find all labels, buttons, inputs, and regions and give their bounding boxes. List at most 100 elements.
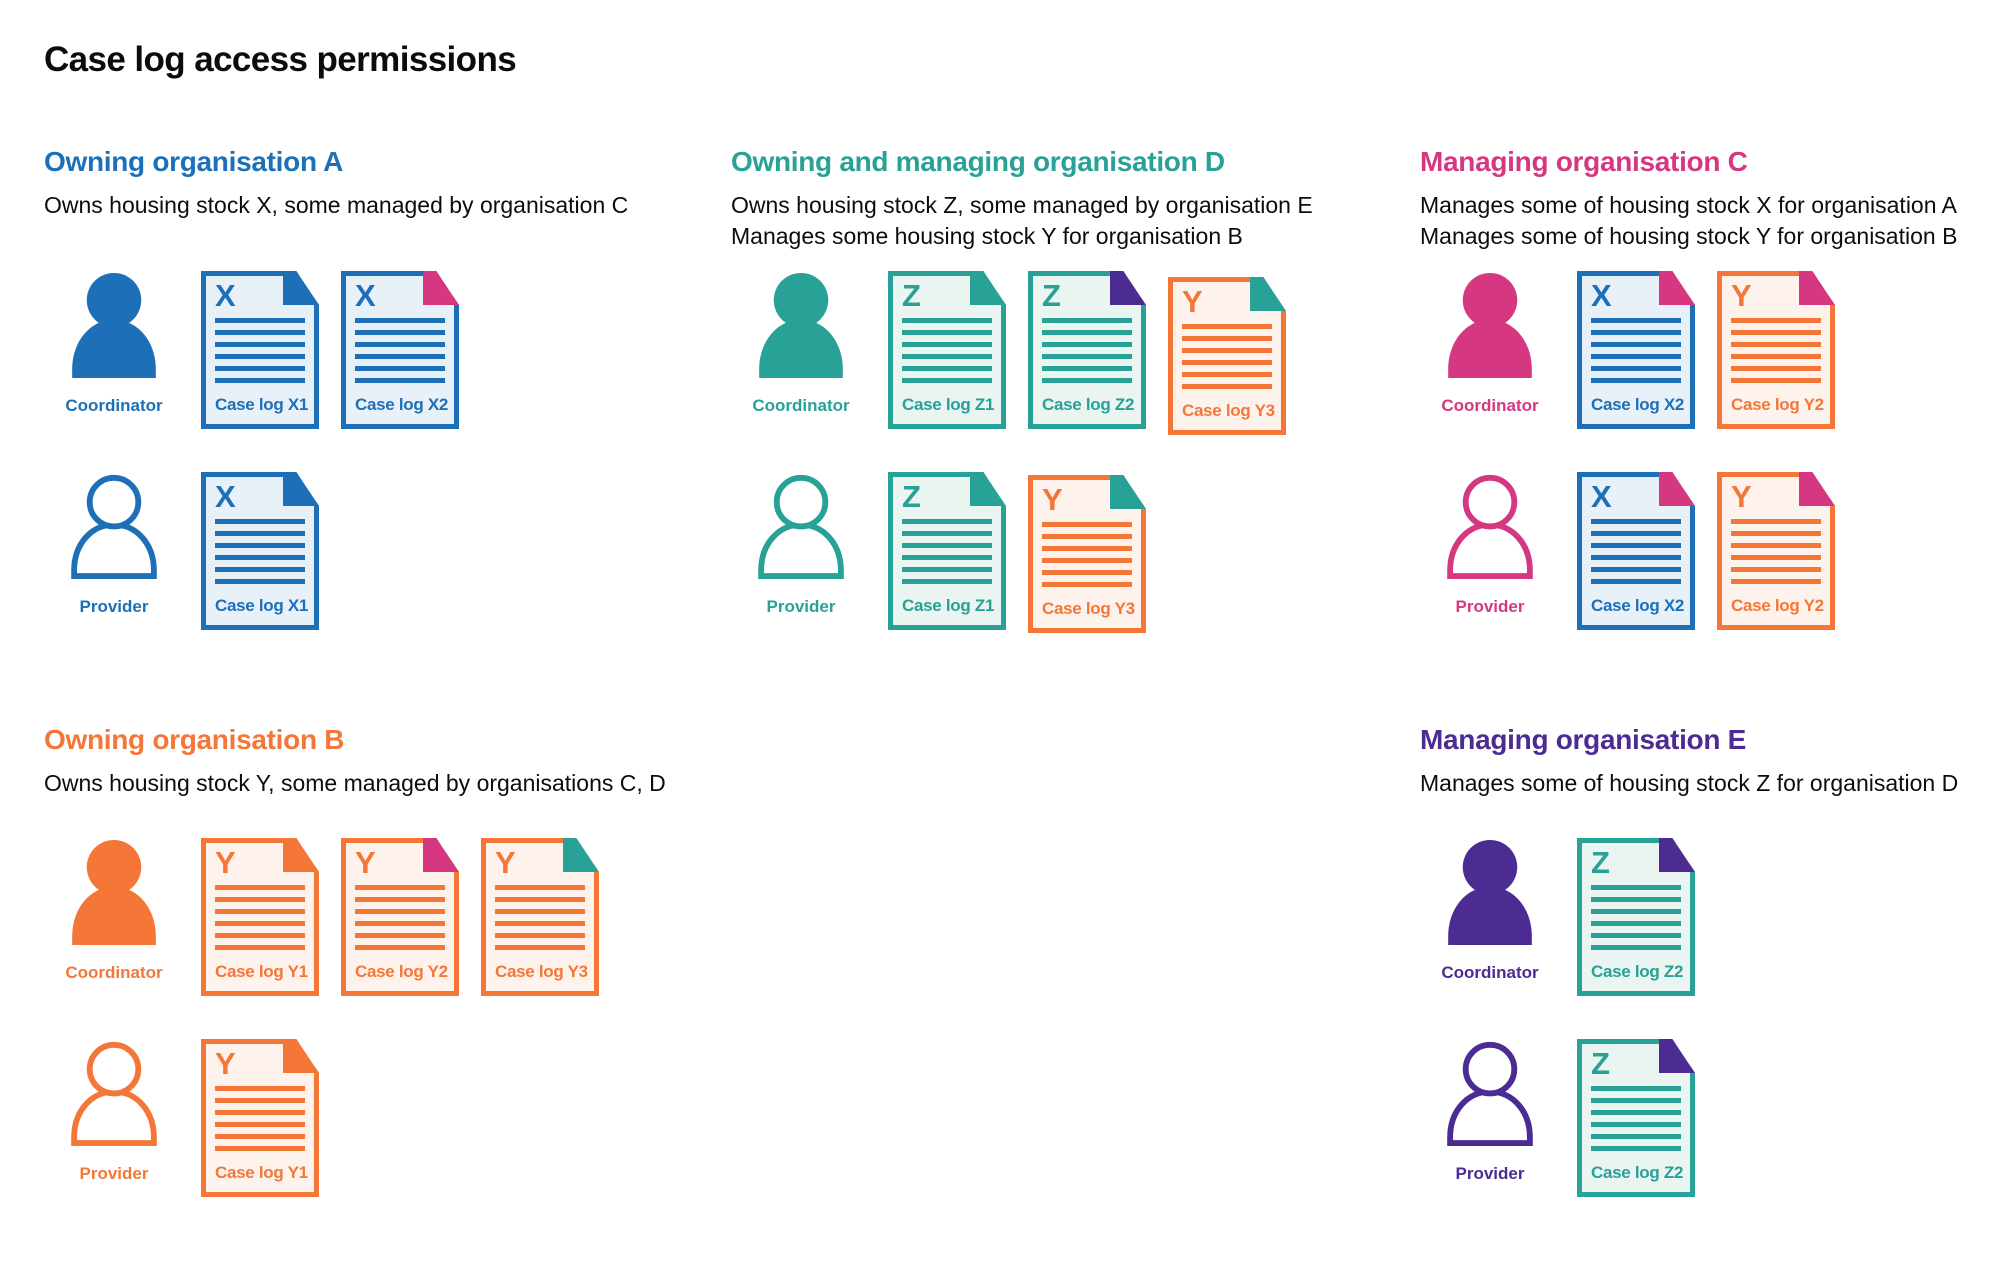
case-log-document: X Case log X1 (201, 271, 319, 429)
doc-stock-letter: Y (495, 845, 516, 880)
person-block: Coordinator (44, 271, 184, 416)
case-log-document: X Case log X2 (1577, 271, 1695, 429)
person-block: Coordinator (44, 838, 184, 983)
section-owning-and-managing-organisation-d: Owning and managing organisation D Owns … (731, 146, 1391, 633)
document-text-lines (1591, 1086, 1681, 1158)
document-text-lines (215, 519, 305, 591)
case-log-label: Case log X2 (1591, 596, 1685, 615)
person-role-label: Coordinator (1441, 963, 1539, 982)
coordinator-row: Coordinator Z Case log Z2 (1420, 838, 1695, 996)
document-text-lines (1042, 318, 1132, 390)
section-description-line: Manages some of housing stock X for orga… (1420, 192, 1957, 219)
section-description: Owns housing stock Z, some managed by or… (731, 190, 1391, 252)
person-block: Coordinator (1420, 838, 1560, 983)
doc-stock-letter: X (355, 278, 376, 313)
document-text-lines (1042, 522, 1132, 594)
coordinator-person-icon (72, 839, 156, 945)
section-description: Manages some of housing stock X for orga… (1420, 190, 2000, 252)
doc-stock-letter: Z (902, 278, 921, 313)
document-text-lines (1182, 324, 1272, 396)
case-log-document: Y Case log Y2 (341, 838, 459, 996)
case-log-label: Case log Z1 (902, 596, 995, 615)
person-block: Coordinator (731, 271, 871, 416)
person-role-label: Coordinator (752, 396, 850, 415)
section-heading: Managing organisation E (1420, 724, 1747, 755)
doc-stock-letter: Y (355, 845, 376, 880)
document-text-lines (902, 318, 992, 390)
case-log-document: Z Case log Z1 (888, 472, 1006, 630)
section-description-line: Manages some of housing stock Z for orga… (1420, 770, 1959, 797)
document-text-lines (355, 885, 445, 957)
section-heading: Owning organisation A (44, 146, 344, 177)
person-role-label: Provider (1455, 1164, 1525, 1183)
case-log-label: Case log Y2 (355, 962, 448, 981)
provider-row: Provider Z Case log Z1 Y Case log Y3 (731, 472, 1146, 633)
person-block: Provider (1420, 1039, 1560, 1184)
case-log-label: Case log Y2 (1731, 395, 1824, 414)
section-description-line: Owns housing stock Y, some managed by or… (44, 770, 666, 797)
doc-stock-letter: X (215, 278, 236, 313)
document-text-lines (495, 885, 585, 957)
person-block: Provider (731, 472, 871, 617)
section-heading: Owning and managing organisation D (731, 146, 1225, 177)
provider-row: Provider X Case log X2 Y Case log Y2 (1420, 472, 1835, 630)
doc-stock-letter: Y (1731, 278, 1752, 313)
case-log-label: Case log Y1 (215, 962, 308, 981)
case-log-label: Case log X2 (355, 395, 449, 414)
section-managing-organisation-c: Managing organisation C Manages some of … (1420, 147, 2000, 630)
coordinator-row: Coordinator X Case log X2 Y Case log Y2 (1420, 271, 1835, 429)
doc-stock-letter: X (215, 479, 236, 514)
section-description-line: Manages some of housing stock Y for orga… (1420, 223, 1958, 250)
coordinator-person-icon (1448, 272, 1532, 378)
case-log-label: Case log Y2 (1731, 596, 1824, 615)
coordinator-person-icon (1448, 839, 1532, 945)
doc-stock-letter: X (1591, 479, 1612, 514)
doc-stock-letter: Y (215, 845, 236, 880)
case-log-label: Case log Y3 (1042, 599, 1135, 618)
document-text-lines (902, 519, 992, 591)
document-text-lines (1731, 318, 1821, 390)
document-text-lines (1591, 519, 1681, 591)
person-block: Provider (44, 1039, 184, 1184)
document-text-lines (1731, 519, 1821, 591)
case-log-document: Z Case log Z2 (1577, 838, 1695, 996)
provider-person-icon (758, 474, 844, 579)
section-heading: Owning organisation B (44, 724, 345, 755)
provider-person-icon (71, 474, 157, 579)
doc-stock-letter: Y (1042, 482, 1063, 517)
provider-row: Provider Z Case log Z2 (1420, 1039, 1695, 1197)
case-log-document: Y Case log Y3 (481, 838, 599, 996)
section-owning-organisation-b: Owning organisation B Owns housing stock… (44, 724, 704, 1197)
case-log-document: Y Case log Y2 (1717, 472, 1835, 630)
document-text-lines (215, 885, 305, 957)
section-managing-organisation-e: Managing organisation E Manages some of … (1420, 724, 2000, 1197)
section-description-line: Owns housing stock X, some managed by or… (44, 192, 629, 219)
person-role-label: Provider (79, 597, 149, 616)
provider-person-icon (71, 1041, 157, 1146)
doc-stock-letter: Z (1591, 1046, 1610, 1081)
doc-stock-letter: Z (902, 479, 921, 514)
case-log-document: Z Case log Z2 (1577, 1039, 1695, 1197)
person-role-label: Provider (766, 597, 836, 616)
case-log-label: Case log Z2 (1591, 962, 1684, 981)
case-log-label: Case log X1 (215, 596, 309, 615)
person-role-label: Provider (79, 1164, 149, 1183)
person-block: Coordinator (1420, 271, 1560, 416)
doc-stock-letter: Y (1182, 284, 1203, 319)
section-description: Manages some of housing stock Z for orga… (1420, 768, 2000, 799)
person-block: Provider (44, 472, 184, 617)
page-title: Case log access permissions (44, 40, 517, 79)
case-log-document: Z Case log Z2 (1028, 271, 1146, 429)
section-description-line: Owns housing stock Z, some managed by or… (731, 192, 1313, 219)
doc-stock-letter: Z (1591, 845, 1610, 880)
person-role-label: Coordinator (65, 963, 163, 982)
case-log-document: X Case log X2 (1577, 472, 1695, 630)
coordinator-row: Coordinator X Case log X1 X Case log X2 (44, 271, 459, 429)
case-log-document: Y Case log Y1 (201, 1039, 319, 1197)
provider-person-icon (1447, 1041, 1533, 1146)
case-log-label: Case log Y1 (215, 1163, 308, 1182)
case-log-label: Case log Y3 (495, 962, 588, 981)
case-log-document: X Case log X1 (201, 472, 319, 630)
person-role-label: Coordinator (65, 396, 163, 415)
